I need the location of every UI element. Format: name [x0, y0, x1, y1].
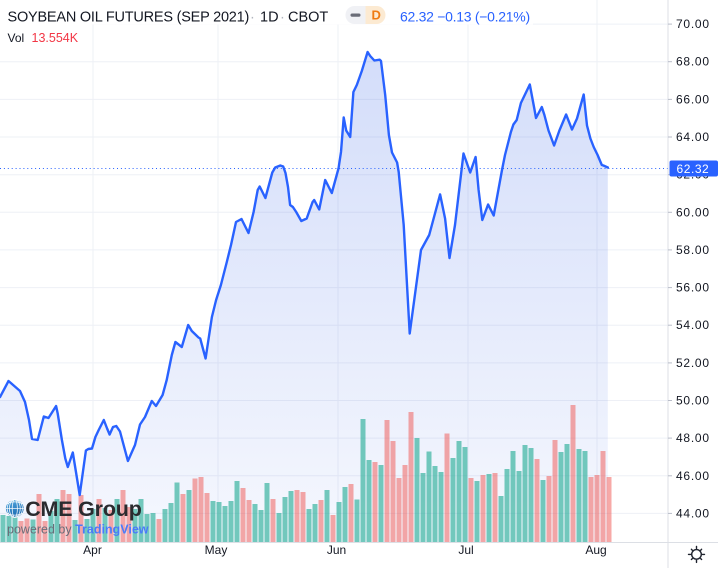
- svg-text:70.00: 70.00: [676, 17, 710, 31]
- svg-text:58.00: 58.00: [676, 243, 710, 257]
- svg-text:62.32 −0.13 (−0.21%): 62.32 −0.13 (−0.21%): [400, 9, 530, 25]
- svg-text:Jul: Jul: [458, 543, 473, 557]
- svg-text:Apr: Apr: [83, 543, 102, 557]
- svg-text:64.00: 64.00: [676, 130, 710, 144]
- svg-text:66.00: 66.00: [676, 92, 710, 106]
- svg-text:48.00: 48.00: [676, 431, 710, 445]
- svg-text:13.554K: 13.554K: [32, 31, 79, 45]
- svg-text:·1D·CBOT: · 1D· CBOT: [250, 10, 328, 26]
- svg-text:60.00: 60.00: [676, 205, 710, 219]
- svg-text:56.00: 56.00: [676, 281, 710, 295]
- svg-text:Vol: Vol: [8, 31, 25, 45]
- svg-text:D: D: [372, 8, 381, 23]
- svg-text:46.00: 46.00: [676, 469, 710, 483]
- svg-text:SOYBEAN OIL FUTURES (SEP 2021): SOYBEAN OIL FUTURES (SEP 2021): [8, 10, 250, 26]
- svg-text:62.32: 62.32: [677, 162, 710, 176]
- svg-text:68.00: 68.00: [676, 55, 710, 69]
- svg-text:powered by TradingView: powered by TradingView: [7, 523, 149, 537]
- svg-text:Aug: Aug: [585, 543, 606, 557]
- svg-text:44.00: 44.00: [676, 506, 710, 520]
- svg-text:May: May: [205, 543, 228, 557]
- svg-text:52.00: 52.00: [676, 356, 710, 370]
- svg-text:CME Group: CME Group: [25, 497, 142, 521]
- svg-text:54.00: 54.00: [676, 318, 710, 332]
- svg-text:50.00: 50.00: [676, 394, 710, 408]
- svg-text:Jun: Jun: [327, 543, 346, 557]
